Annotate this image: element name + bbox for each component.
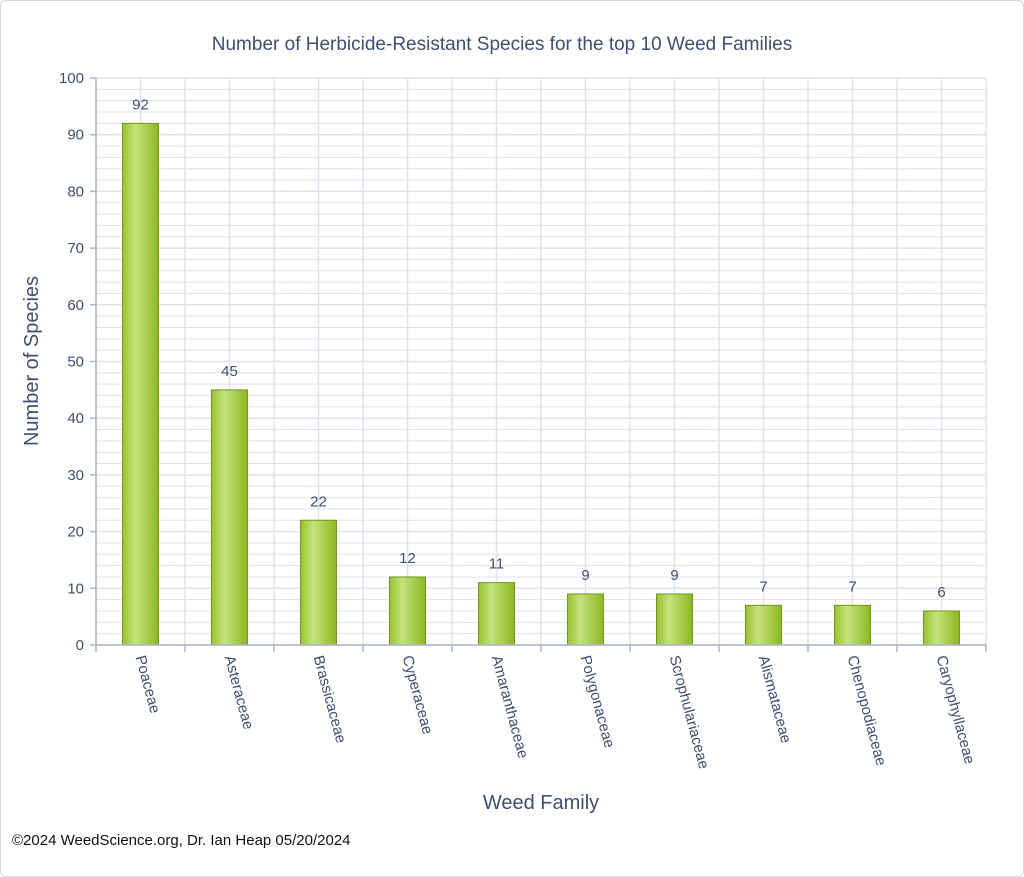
x-tick-label: Alismataceae [755,654,795,745]
x-tick-label: Brassicaceae [310,654,350,745]
data-label: 22 [310,493,327,510]
x-tick-label: Chenopodiaceae [844,654,890,768]
y-tick-label: 30 [67,467,84,484]
y-tick-label: 90 [67,127,84,144]
bar-alismataceae [745,604,782,646]
axes: 0 10 20 30 40 50 60 70 80 90 100 Poaceae Asteraceae B… [59,70,987,771]
y-tick-label: 10 [67,580,84,597]
x-tick-label: Poaceae [132,654,164,716]
data-label: 92 [132,96,149,113]
x-tick-label: Cyperaceae [399,654,436,737]
bar-caryophyllaceae [923,610,960,646]
y-tick-label: 50 [67,354,84,371]
bar-cyperaceae [389,576,426,646]
bar-polygonaceae [567,593,604,646]
x-tick-label: Amaranthaceae [488,654,532,761]
data-label: 45 [221,363,238,380]
y-tick-label: 60 [67,297,84,314]
y-tick-label: 20 [67,524,84,541]
x-tick-label: Asteraceae [221,654,257,732]
data-label: 6 [937,584,945,601]
x-tick-label: Caryophyllaceae [933,654,978,766]
bar-brassicaceae [300,519,337,646]
bar-chenopodiaceae [834,604,871,646]
data-label: 11 [489,556,505,573]
bar-poaceae [122,122,159,646]
y-tick-label: 0 [76,637,84,654]
data-label: 7 [848,578,856,595]
y-tick-label: 80 [67,183,84,200]
x-axis-label: Weed Family [483,792,599,814]
y-tick-label: 70 [67,240,84,257]
data-label: 7 [759,578,767,595]
bar-amaranthaceae [478,582,515,646]
chart-title: Number of Herbicide-Resistant Species fo… [212,34,792,55]
data-label: 9 [581,567,589,584]
data-label: 9 [670,567,678,584]
data-label: 12 [399,550,416,567]
bar-scrophulariaceae [656,593,693,646]
bar-asteraceae [211,389,248,646]
y-tick-label: 100 [59,70,84,87]
y-axis-label: Number of Species [21,276,43,446]
copyright-footer: ©2024 WeedScience.org, Dr. Ian Heap 05/2… [12,832,351,849]
x-tick-label: Scrophulariaceae [666,654,713,771]
x-tick-label: Polygonaceae [577,654,618,750]
y-tick-label: 40 [67,410,84,427]
